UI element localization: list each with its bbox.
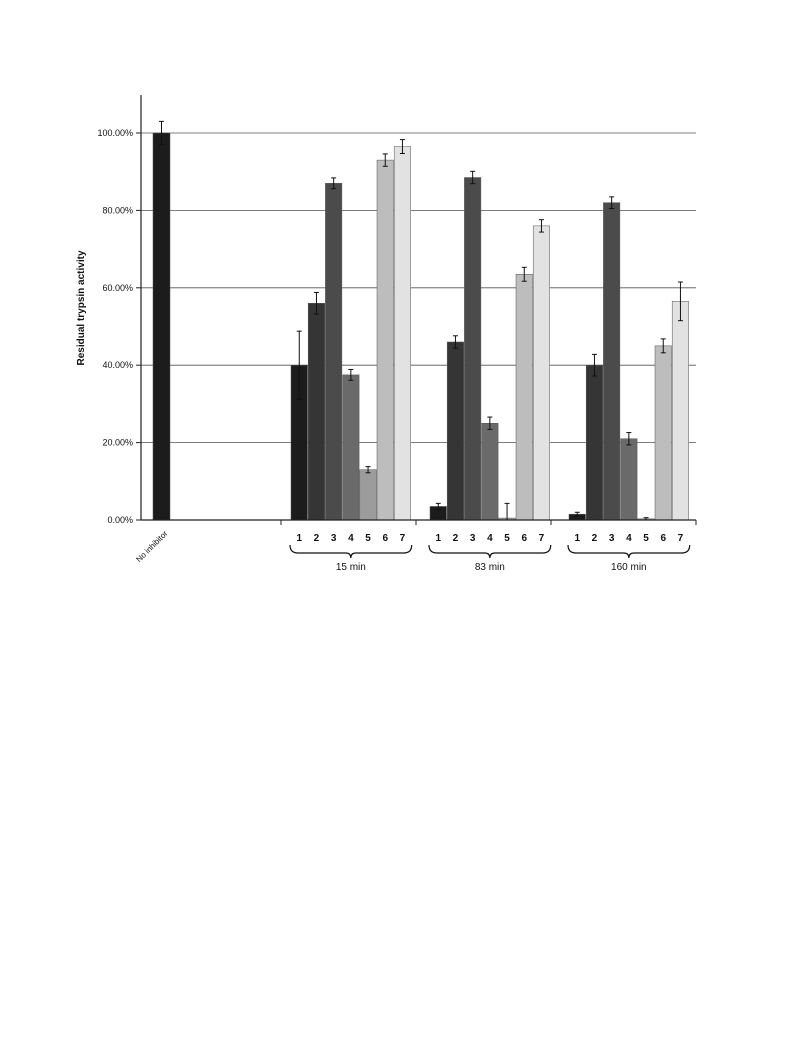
- bar: [532, 225, 550, 521]
- bar-number-label: 3: [609, 533, 615, 544]
- bar: [585, 364, 603, 521]
- y-tick-label: 40.00%: [102, 360, 133, 370]
- bar-number-label: 6: [382, 533, 388, 544]
- bar: [446, 341, 464, 521]
- bar-number-label: 4: [487, 533, 493, 544]
- bar: [671, 301, 689, 521]
- bar-number-label: 7: [400, 533, 406, 544]
- y-tick-label: 100.00%: [97, 128, 133, 138]
- bar-number-label: 5: [643, 533, 649, 544]
- axes: [140, 95, 697, 525]
- bar: [481, 423, 499, 521]
- bar-number-label: 6: [660, 533, 666, 544]
- y-tick-label: 80.00%: [102, 205, 133, 215]
- bar: [342, 374, 360, 521]
- bar: [307, 303, 325, 521]
- group-label: 15 min: [336, 562, 366, 573]
- group-brace: [428, 544, 552, 559]
- group-brace: [289, 544, 413, 559]
- bar: [654, 345, 672, 521]
- bar: [464, 177, 482, 521]
- bar-number-label: 6: [521, 533, 527, 544]
- bar-number-label: 2: [453, 533, 459, 544]
- bar-number-label: 7: [678, 533, 684, 544]
- bar: [325, 183, 343, 521]
- bar: [376, 159, 394, 521]
- y-tick-label: 20.00%: [102, 438, 133, 448]
- bar-number-label: 7: [539, 533, 545, 544]
- bar: [359, 469, 377, 521]
- control-bar: [152, 132, 171, 521]
- bar-number-label: 4: [348, 533, 354, 544]
- bar-number-label: 4: [626, 533, 632, 544]
- bar-number-label: 2: [314, 533, 320, 544]
- y-tick-label: 0.00%: [107, 515, 133, 525]
- bar-number-label: 1: [296, 533, 302, 544]
- bar: [515, 274, 533, 521]
- group-label: 83 min: [475, 562, 505, 573]
- bar-number-label: 5: [365, 533, 371, 544]
- bar: [620, 438, 638, 521]
- bar: [603, 202, 621, 521]
- y-axis-ticks: 0.00% 20.00% 40.00% 60.00% 80.00% 100.00%: [97, 128, 141, 525]
- bar-number-label: 2: [592, 533, 598, 544]
- control-label: No inhibitor: [134, 529, 169, 564]
- bar-number-label: 1: [574, 533, 580, 544]
- bar-number-label: 3: [470, 533, 476, 544]
- bar-number-label: 3: [331, 533, 337, 544]
- group-label: 160 min: [611, 562, 647, 573]
- bars: [152, 132, 689, 521]
- bar-number-label: 1: [435, 533, 441, 544]
- y-tick-label: 60.00%: [102, 283, 133, 293]
- group-brace: [567, 544, 691, 559]
- bar-number-label: 5: [504, 533, 510, 544]
- y-axis-label: Residual trypsin activity: [76, 250, 87, 365]
- bar: [393, 146, 411, 521]
